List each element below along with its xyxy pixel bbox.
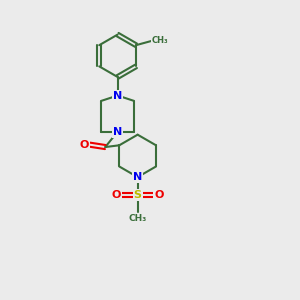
Text: N: N xyxy=(113,127,122,137)
Text: S: S xyxy=(134,190,142,200)
Text: CH₃: CH₃ xyxy=(128,214,147,223)
Text: N: N xyxy=(113,91,122,100)
Text: O: O xyxy=(80,140,89,150)
Text: N: N xyxy=(133,172,142,182)
Text: O: O xyxy=(112,190,121,200)
Text: CH₃: CH₃ xyxy=(152,36,169,45)
Text: O: O xyxy=(154,190,164,200)
